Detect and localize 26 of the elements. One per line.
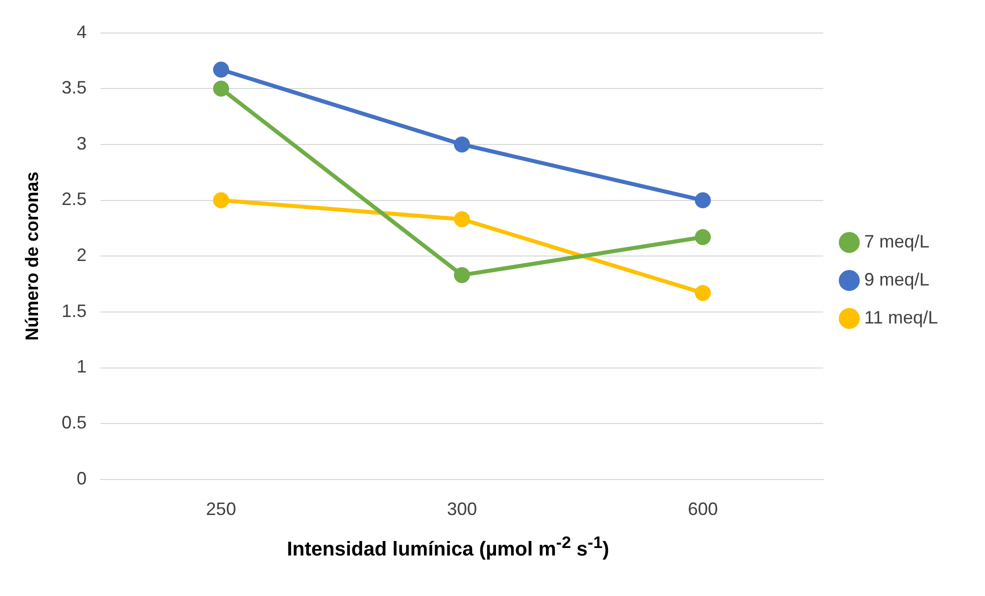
x-tick-label: 300 <box>446 499 477 520</box>
point <box>213 80 230 97</box>
y-tick-label: 0 <box>76 468 87 488</box>
point <box>454 267 470 284</box>
legend-label: 7 meq/L <box>864 231 930 252</box>
point <box>454 211 470 228</box>
legend-label: 11 meq/L <box>864 307 938 328</box>
y-tick-label: 2 <box>76 245 87 266</box>
x-tick-label: 250 <box>206 499 236 520</box>
point <box>213 62 230 78</box>
x-axis-title: Intensidad lumínica (µmol m$^{-2}$ s$^{-1}$) <box>286 533 610 562</box>
point <box>213 192 230 208</box>
point <box>694 284 711 301</box>
y-tick-label: 3 <box>76 133 87 154</box>
y-tick-label: 0.5 <box>62 412 87 433</box>
y-tick-label: 3.5 <box>62 78 87 98</box>
legend-label: 9 meq/L <box>864 269 930 290</box>
point <box>694 229 711 246</box>
y-tick-label: 2.5 <box>62 189 87 210</box>
point <box>694 192 711 208</box>
y-tick-label: 1.5 <box>62 300 87 321</box>
y-axis-title: Número de coronas <box>22 172 42 341</box>
x-tick-label: 600 <box>688 499 718 520</box>
y-tick-label: 4 <box>76 22 87 42</box>
point <box>454 136 470 152</box>
y-tick-label: 1 <box>76 356 87 377</box>
